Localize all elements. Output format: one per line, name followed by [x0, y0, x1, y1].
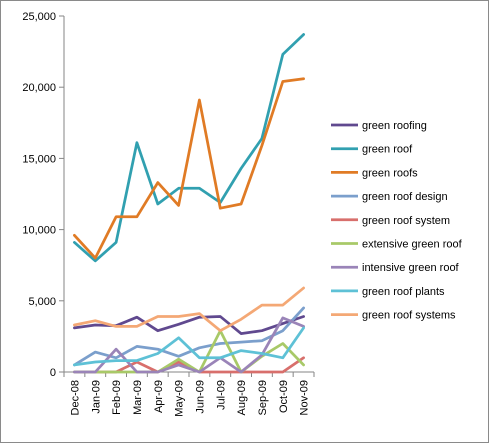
legend-label: green roofs — [362, 167, 418, 179]
axes: 0 5,000 10,000 15,000 20,000 25,000 Dec-08 Jan-… — [22, 11, 315, 417]
x-tick-label: Nov-09 — [299, 380, 311, 415]
y-tick-label: 20,000 — [22, 82, 56, 94]
x-tick-label: Jun-09 — [194, 380, 206, 414]
y-tick-label: 25,000 — [22, 11, 56, 23]
legend-label: extensive green roof — [362, 239, 463, 251]
x-tick-label: Aug-09 — [236, 380, 248, 415]
legend-label: green roof systems — [362, 310, 456, 322]
y-tick-label: 10,000 — [22, 225, 56, 237]
legend-label: green roof system — [362, 215, 450, 227]
legend-label: green roof — [362, 144, 413, 156]
y-tick-label: 15,000 — [22, 153, 56, 165]
series-line-3 — [73, 306, 305, 367]
x-tick-label: Apr-09 — [153, 380, 165, 413]
series-line-1 — [73, 33, 305, 263]
series-line-8 — [73, 286, 305, 333]
x-tick-label: Dec-08 — [69, 380, 81, 415]
x-tick-label: Feb-09 — [111, 380, 123, 415]
series-line-6 — [73, 316, 305, 374]
y-tick-label: 0 — [50, 367, 56, 379]
x-tick-label: Mar-09 — [132, 380, 144, 415]
x-tick-label: Jan-09 — [90, 380, 102, 414]
x-tick-label: May-09 — [174, 380, 186, 417]
legend-label: intensive green roof — [362, 262, 460, 274]
x-tick-label: Sep-09 — [257, 380, 269, 415]
x-tick-label: Jul-09 — [215, 380, 227, 410]
legend-label: green roofing — [362, 120, 427, 132]
series-lines — [73, 33, 305, 374]
legend-label: green roof design — [362, 191, 448, 203]
legend-label: green roof plants — [362, 286, 445, 298]
series-line-2 — [73, 77, 305, 260]
legend: green roofing green roof green roofs green … — [331, 120, 463, 322]
x-tick-label: Oct-09 — [278, 380, 290, 413]
series-line-7 — [73, 326, 305, 367]
y-tick-label: 5,000 — [28, 296, 56, 308]
